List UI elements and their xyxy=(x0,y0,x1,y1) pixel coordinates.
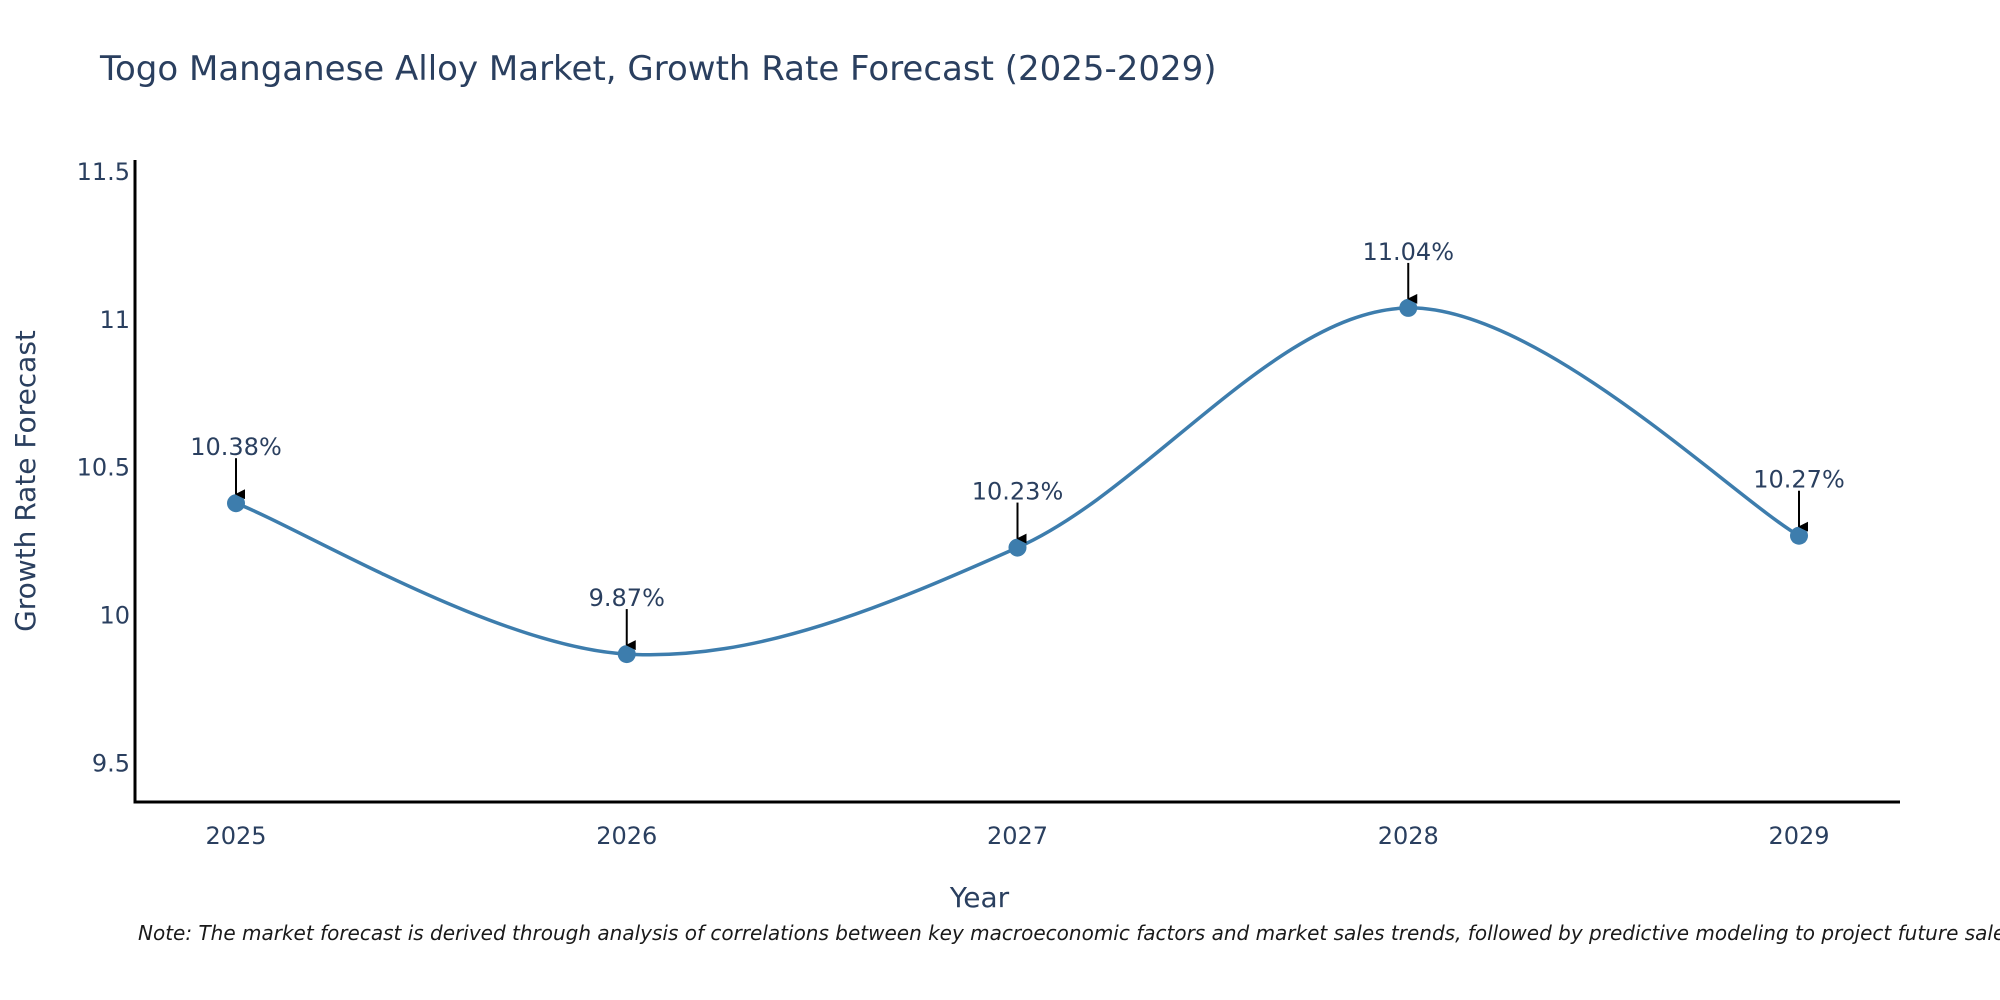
y-axis-title: Growth Rate Forecast xyxy=(9,330,42,632)
data-point xyxy=(227,494,245,513)
x-axis-ticks: 2025 2026 2027 2028 2029 xyxy=(205,822,1829,850)
data-label: 10.23% xyxy=(972,478,1064,506)
data-point xyxy=(1399,298,1418,317)
data-point xyxy=(1008,538,1027,557)
y-tick-label: 10 xyxy=(99,602,130,630)
x-tick-label: 2027 xyxy=(987,822,1048,850)
footnote: Note: The market forecast is derived thr… xyxy=(138,921,2000,945)
x-tick-label: 2028 xyxy=(1378,822,1439,850)
data-label: 11.04% xyxy=(1362,238,1454,266)
y-tick-label: 11.5 xyxy=(77,158,130,186)
y-tick-label: 10.5 xyxy=(77,454,130,482)
data-annotations: 10.38% 9.87% 10.23% 11.04% 10.27% xyxy=(190,238,1845,651)
data-label: 10.27% xyxy=(1753,466,1845,494)
x-axis-title: Year xyxy=(949,881,1010,914)
chart-title: Togo Manganese Alloy Market, Growth Rate… xyxy=(99,49,1217,89)
y-tick-label: 9.5 xyxy=(92,750,130,778)
data-point xyxy=(617,645,636,664)
x-tick-label: 2025 xyxy=(205,822,266,850)
data-label: 9.87% xyxy=(589,584,665,612)
x-tick-label: 2026 xyxy=(596,822,657,850)
x-tick-label: 2029 xyxy=(1768,822,1829,850)
y-axis-ticks: 9.5 10 10.5 11 11.5 xyxy=(77,158,130,778)
y-tick-label: 11 xyxy=(99,306,130,334)
data-label: 10.38% xyxy=(190,433,282,461)
data-point xyxy=(1790,526,1808,545)
